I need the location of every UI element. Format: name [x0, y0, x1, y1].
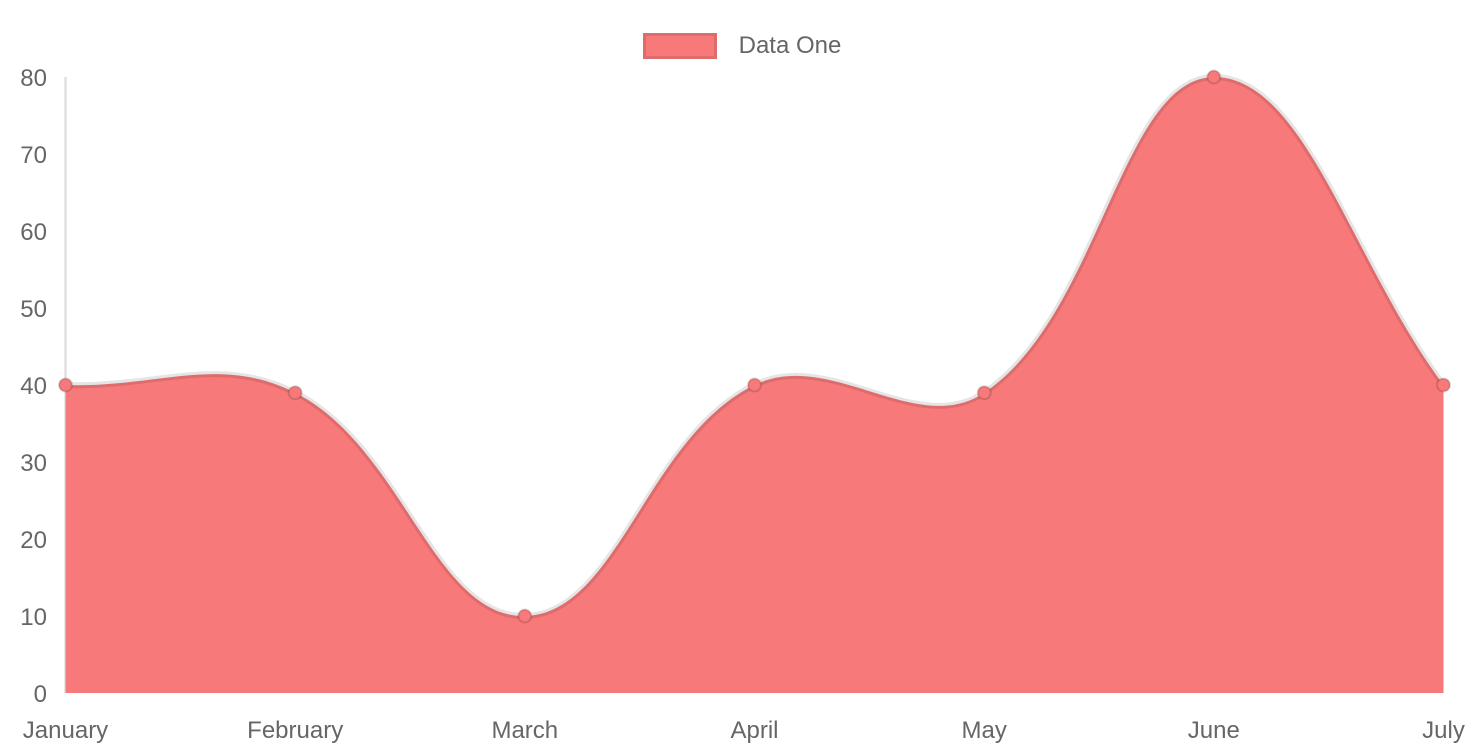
x-tick-label-march: March: [491, 717, 558, 744]
data-point-may[interactable]: [976, 385, 992, 401]
y-tick-label-70: 70: [20, 142, 47, 169]
data-point-june[interactable]: [1206, 69, 1222, 85]
y-tick-label-50: 50: [20, 296, 47, 323]
data-point-february[interactable]: [287, 385, 303, 401]
data-point-january[interactable]: [58, 377, 73, 393]
x-tick-label-may: May: [962, 717, 1007, 744]
area-line: [62, 74, 1447, 620]
y-tick-label-80: 80: [20, 65, 47, 92]
y-tick-label-40: 40: [20, 373, 47, 400]
x-tick-label-april: April: [730, 717, 778, 744]
y-tick-label-0: 0: [34, 681, 47, 708]
legend-item-data-one[interactable]: Data One: [642, 32, 842, 59]
x-tick-label-february: February: [247, 717, 343, 744]
x-tick-label-july: July: [1422, 717, 1465, 744]
legend-swatch: [642, 33, 717, 59]
legend-label: Data One: [738, 32, 842, 59]
y-tick-label-30: 30: [20, 450, 47, 477]
data-point-march[interactable]: [517, 608, 533, 624]
y-tick-label-60: 60: [20, 219, 47, 246]
y-tick-label-10: 10: [20, 604, 47, 631]
legend: Data One: [0, 33, 1484, 59]
x-tick-label-january: January: [23, 717, 108, 744]
y-tick-label-20: 20: [20, 527, 47, 554]
data-point-april[interactable]: [747, 377, 762, 393]
x-tick-label-june: June: [1188, 717, 1240, 744]
data-point-july[interactable]: [1436, 377, 1451, 393]
